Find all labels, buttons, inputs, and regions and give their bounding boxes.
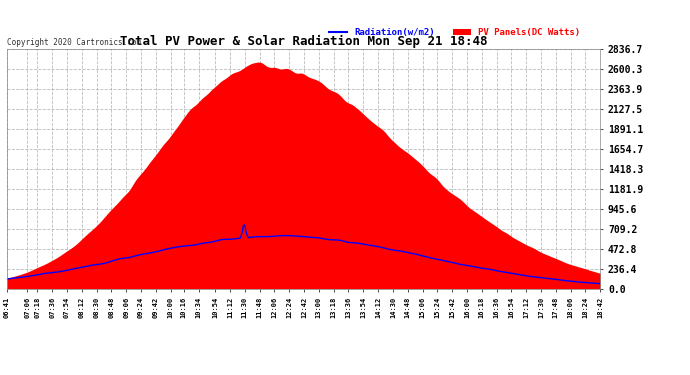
- Legend: Radiation(w/m2), PV Panels(DC Watts): Radiation(w/m2), PV Panels(DC Watts): [325, 24, 584, 40]
- Text: Copyright 2020 Cartronics.com: Copyright 2020 Cartronics.com: [7, 38, 141, 47]
- Title: Total PV Power & Solar Radiation Mon Sep 21 18:48: Total PV Power & Solar Radiation Mon Sep…: [120, 34, 487, 48]
